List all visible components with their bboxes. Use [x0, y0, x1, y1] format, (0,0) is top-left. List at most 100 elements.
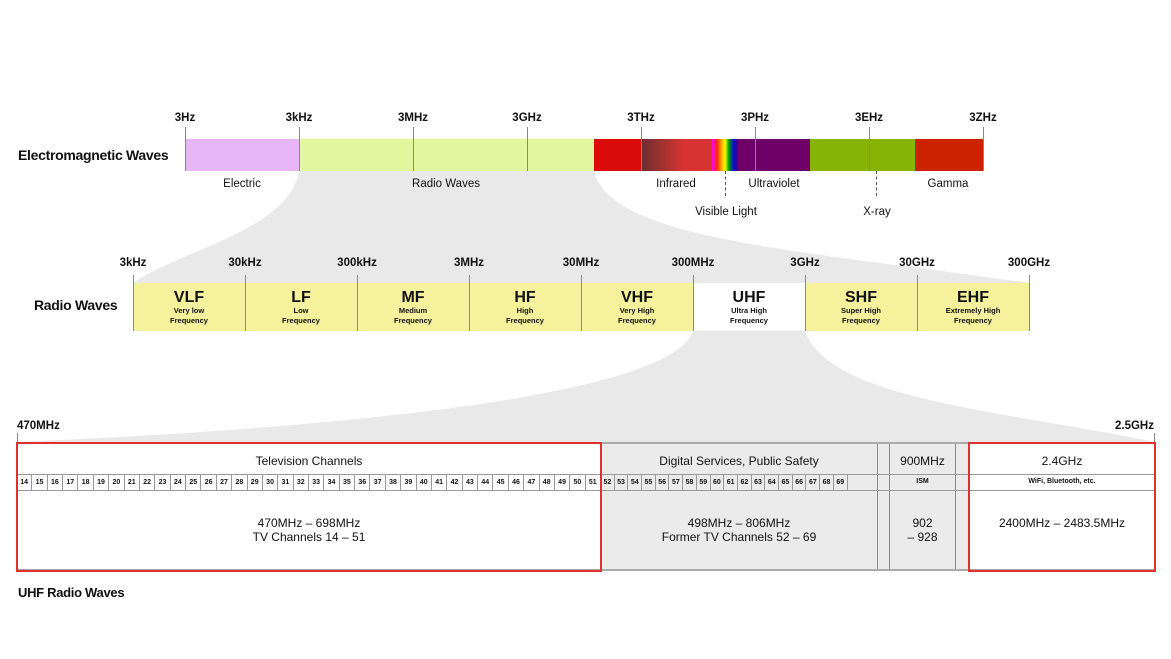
channel-cell: 36	[355, 475, 371, 490]
channel-cell: 45	[493, 475, 509, 490]
channel-cell: 52	[601, 475, 615, 490]
radio-tick	[805, 275, 806, 331]
uhf-row-title: UHF Radio Waves	[18, 585, 125, 600]
gap-column	[877, 444, 890, 569]
em-tick	[641, 127, 642, 171]
channel-cell: 50	[570, 475, 586, 490]
channel-cell: 55	[642, 475, 656, 490]
band-description: Super High	[840, 306, 881, 315]
ultraviolet-segment	[738, 139, 810, 171]
uhf-end-label: 2.5GHz	[1115, 420, 1154, 432]
band-code: HF	[514, 289, 536, 306]
band-description: Very High	[619, 306, 655, 315]
digital-detail: Former TV Channels 52 – 69	[661, 530, 817, 544]
channel-cell: 37	[370, 475, 386, 490]
channel-cell: 69	[834, 475, 848, 490]
channel-cell: 19	[94, 475, 110, 490]
digital-range: 498MHz – 806MHz	[687, 516, 791, 530]
channel-cell: 25	[186, 475, 202, 490]
tv-range: 470MHz – 698MHz	[257, 516, 361, 530]
electric-segment	[185, 139, 299, 171]
channel-cell: 31	[278, 475, 294, 490]
band-hf: HF High Frequency	[469, 283, 581, 331]
visible-light-label: Visible Light	[695, 206, 757, 218]
channel-cell: 15	[32, 475, 48, 490]
radio-tick	[693, 275, 694, 331]
radio-tick-label: 3kHz	[119, 257, 147, 269]
radio-tick	[357, 275, 358, 331]
band-lf: LF Low Frequency	[245, 283, 357, 331]
uhf-zoom-funnel	[17, 331, 1155, 442]
radio-tick-label: 3GHz	[790, 257, 820, 269]
radio-zoom-funnel	[133, 171, 1029, 283]
radio-row-title: Radio Waves	[34, 297, 118, 313]
visible-light-leader	[725, 171, 726, 196]
band-vlf: VLF Very low Frequency	[133, 283, 245, 331]
digital-services-column	[601, 444, 877, 569]
band-description: High	[516, 306, 534, 315]
band-description: Frequency	[394, 316, 432, 325]
channel-cell: 26	[201, 475, 217, 490]
channel-cell: 56	[656, 475, 670, 490]
channel-cell: 57	[670, 475, 684, 490]
channel-cell: 17	[63, 475, 79, 490]
band-code: LF	[291, 289, 311, 306]
em-tick	[185, 127, 186, 171]
ghz24-range: 2400MHz – 2483.5MHz	[998, 516, 1126, 530]
band-code: UHF	[732, 289, 766, 306]
ism-900-sub: ISM	[916, 478, 929, 485]
em-tick-label: 3ZHz	[969, 112, 997, 124]
channel-cell: 68	[820, 475, 834, 490]
em-tick	[755, 127, 756, 171]
channel-cell: 47	[524, 475, 540, 490]
band-description: Low	[293, 306, 309, 315]
em-tick	[299, 127, 300, 171]
channel-cell: 35	[340, 475, 356, 490]
channel-cell: 24	[171, 475, 187, 490]
band-description: Medium	[398, 306, 428, 315]
band-description: Frequency	[170, 316, 208, 325]
channel-cell: 28	[232, 475, 248, 490]
radio-tick-label: 30GHz	[899, 257, 935, 269]
tv-highlight-box	[16, 442, 602, 572]
channel-cell: 64	[765, 475, 780, 490]
band-vhf: VHF Very High Frequency	[581, 283, 693, 331]
channel-cell: 61	[724, 475, 738, 490]
band-description: Frequency	[506, 316, 544, 325]
channel-cell: 39	[401, 475, 417, 490]
ghz24-sub: WiFi, Bluetooth, etc.	[1028, 478, 1096, 485]
channel-cell: 22	[140, 475, 156, 490]
channel-cell: 49	[555, 475, 571, 490]
channel-cell: 62	[738, 475, 752, 490]
em-tick-label: 3kHz	[285, 112, 313, 124]
radio-label: Radio Waves	[412, 178, 480, 190]
channel-cell: 32	[294, 475, 309, 490]
tv-heading: Television Channels	[255, 454, 363, 468]
visible-light-segment	[712, 139, 738, 171]
tv-detail: TV Channels 14 – 51	[252, 530, 366, 544]
band-description: Ultra High	[731, 306, 767, 315]
em-tick	[413, 127, 414, 171]
channel-cell: 23	[155, 475, 171, 490]
channel-cell: 46	[509, 475, 525, 490]
ultraviolet-label: Ultraviolet	[748, 178, 800, 190]
radio-tick	[917, 275, 918, 331]
band-uhf: UHF Ultra High Frequency	[693, 283, 805, 331]
radio-tick	[581, 275, 582, 331]
em-tick	[869, 127, 870, 171]
infrared-segment	[641, 139, 712, 171]
radio-tick-label: 300GHz	[1007, 257, 1051, 269]
ghz24-highlight-box	[968, 442, 1156, 572]
band-description: Frequency	[730, 316, 768, 325]
channel-cell: 53	[615, 475, 629, 490]
radio-tick-label: 300MHz	[671, 257, 715, 269]
channel-cell: 38	[386, 475, 402, 490]
channel-cell: 18	[78, 475, 94, 490]
radio-tick	[133, 275, 134, 331]
em-tick-label: 3Hz	[174, 112, 196, 124]
radio-tick-label: 300kHz	[337, 257, 377, 269]
channel-cell: 27	[217, 475, 233, 490]
em-row-title: Electromagnetic Waves	[18, 147, 169, 163]
digital-heading: Digital Services, Public Safety	[659, 454, 819, 468]
